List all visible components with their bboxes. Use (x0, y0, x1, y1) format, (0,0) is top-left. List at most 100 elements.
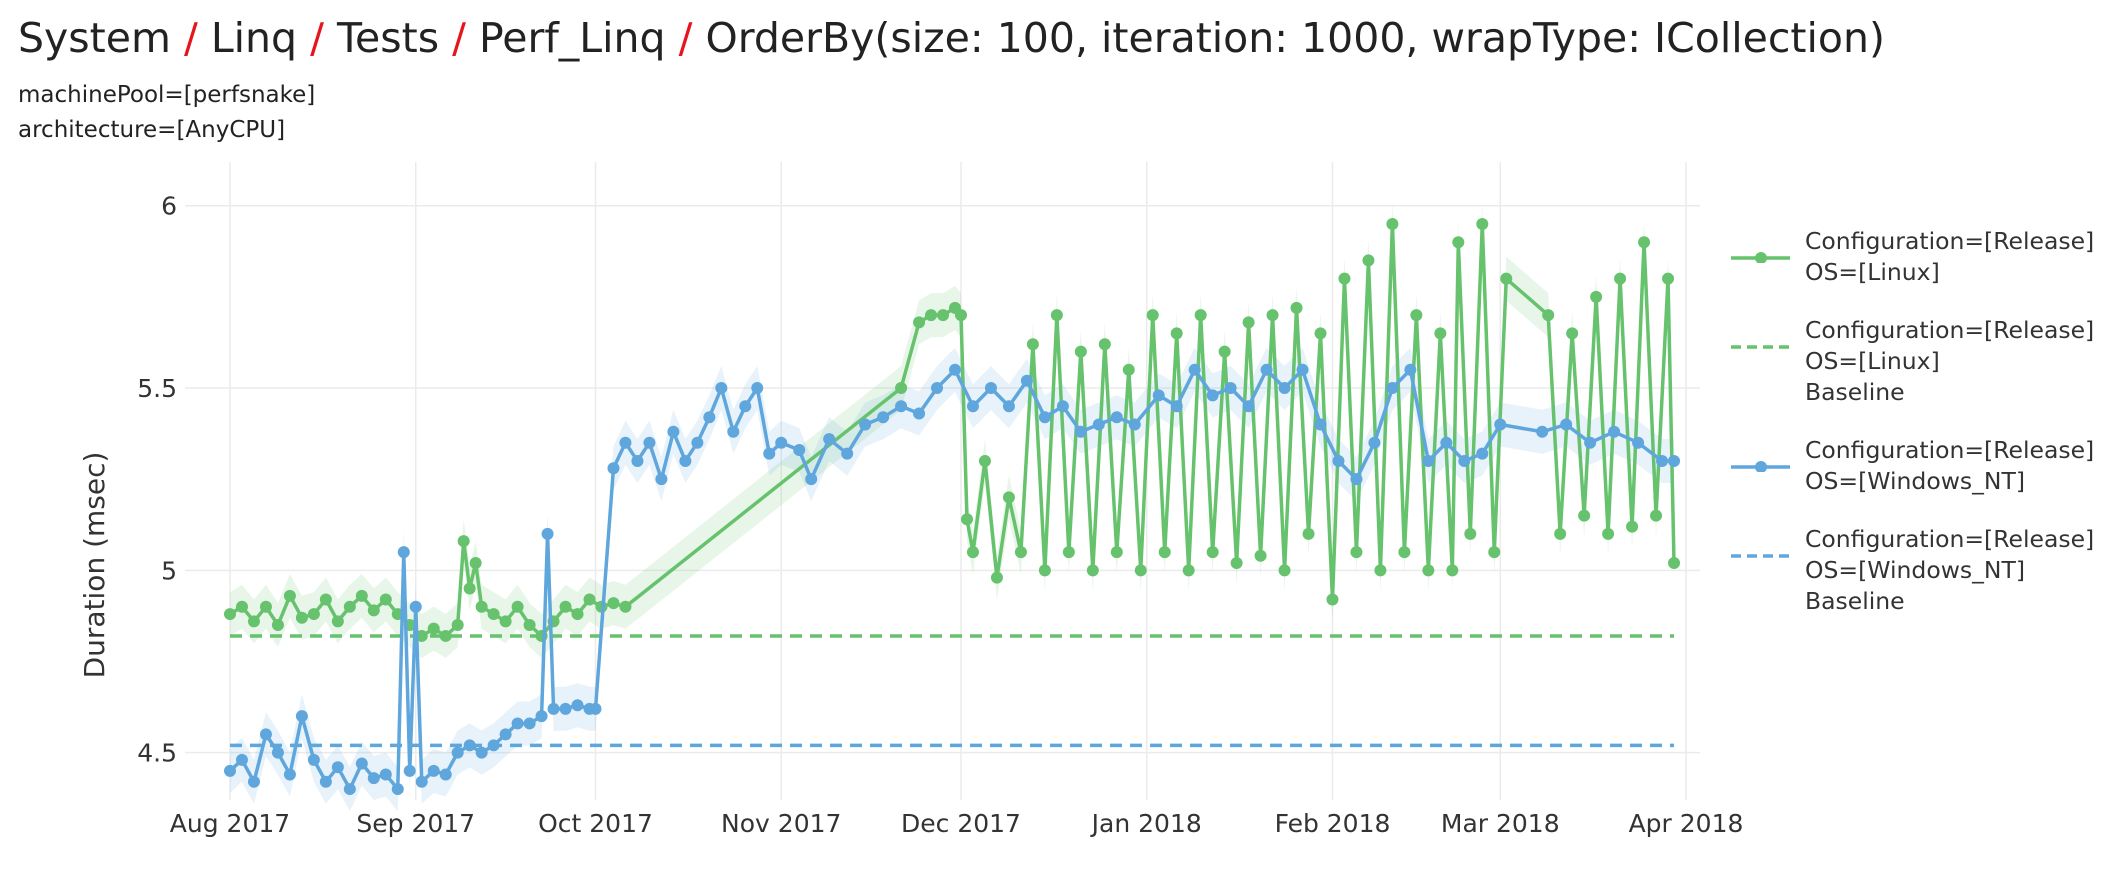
data-point[interactable] (547, 702, 560, 715)
data-point[interactable] (1134, 564, 1147, 577)
data-point[interactable] (990, 571, 1003, 584)
data-point[interactable] (1476, 447, 1489, 460)
breadcrumb-tests[interactable]: Tests (336, 14, 440, 62)
data-point[interactable] (1110, 411, 1123, 424)
data-point[interactable] (913, 316, 926, 329)
data-point[interactable] (1554, 527, 1567, 540)
data-point[interactable] (307, 608, 320, 621)
data-point[interactable] (1350, 546, 1363, 559)
data-point[interactable] (631, 454, 644, 467)
data-point[interactable] (523, 717, 536, 730)
data-point[interactable] (954, 309, 967, 322)
data-point[interactable] (1422, 454, 1435, 467)
data-point[interactable] (1476, 217, 1489, 230)
data-point[interactable] (1386, 217, 1399, 230)
data-point[interactable] (1626, 520, 1639, 533)
data-point[interactable] (1314, 327, 1327, 340)
data-point[interactable] (331, 761, 344, 774)
data-point[interactable] (224, 764, 236, 777)
data-point[interactable] (1350, 473, 1363, 486)
data-point[interactable] (463, 582, 476, 595)
data-point[interactable] (511, 600, 524, 613)
data-point[interactable] (1290, 301, 1303, 314)
data-point[interactable] (775, 436, 788, 449)
data-point[interactable] (937, 309, 950, 322)
data-point[interactable] (355, 589, 368, 602)
breadcrumb-linq[interactable]: Linq (210, 14, 298, 62)
data-point[interactable] (235, 600, 248, 613)
data-point[interactable] (619, 600, 632, 613)
data-point[interactable] (679, 454, 692, 467)
data-point[interactable] (1566, 327, 1579, 340)
data-point[interactable] (1602, 527, 1615, 540)
data-point[interactable] (1368, 436, 1381, 449)
data-point[interactable] (1404, 363, 1417, 376)
data-point[interactable] (1074, 425, 1087, 438)
data-point[interactable] (984, 382, 997, 395)
data-point[interactable] (1098, 338, 1111, 351)
data-point[interactable] (451, 746, 464, 759)
data-point[interactable] (1242, 316, 1255, 329)
data-point[interactable] (643, 436, 656, 449)
data-point[interactable] (1386, 382, 1399, 395)
data-point[interactable] (1170, 327, 1183, 340)
data-point[interactable] (619, 436, 632, 449)
data-point[interactable] (667, 425, 680, 438)
data-point[interactable] (607, 597, 620, 610)
data-point[interactable] (1434, 327, 1447, 340)
data-point[interactable] (1050, 309, 1063, 322)
data-point[interactable] (535, 710, 548, 723)
data-point[interactable] (1410, 309, 1423, 322)
data-point[interactable] (966, 546, 979, 559)
data-point[interactable] (409, 600, 422, 613)
data-point[interactable] (1632, 436, 1645, 449)
data-point[interactable] (224, 608, 236, 621)
breadcrumb-perf-linq[interactable]: Perf_Linq (479, 14, 666, 62)
data-point[interactable] (1578, 509, 1591, 522)
data-point[interactable] (1194, 309, 1207, 322)
breadcrumb-system[interactable]: System (18, 14, 171, 62)
data-point[interactable] (271, 619, 284, 632)
data-point[interactable] (475, 746, 488, 759)
data-point[interactable] (607, 462, 620, 475)
data-point[interactable] (1332, 454, 1345, 467)
data-point[interactable] (1086, 564, 1099, 577)
data-point[interactable] (1638, 236, 1651, 249)
data-point[interactable] (319, 775, 332, 788)
data-point[interactable] (1146, 309, 1159, 322)
data-point[interactable] (1650, 509, 1663, 522)
data-point[interactable] (1002, 400, 1015, 413)
data-point[interactable] (1074, 345, 1087, 358)
data-point[interactable] (307, 753, 320, 766)
data-point[interactable] (1152, 389, 1165, 402)
data-point[interactable] (1668, 454, 1681, 467)
data-point[interactable] (1254, 549, 1267, 562)
data-point[interactable] (1542, 309, 1555, 322)
data-point[interactable] (559, 702, 572, 715)
data-point[interactable] (427, 764, 440, 777)
data-point[interactable] (1014, 546, 1027, 559)
data-point[interactable] (1026, 338, 1039, 351)
data-point[interactable] (391, 783, 404, 796)
data-point[interactable] (1278, 564, 1291, 577)
data-point[interactable] (1326, 593, 1339, 606)
data-point[interactable] (925, 309, 938, 322)
data-point[interactable] (247, 775, 260, 788)
data-point[interactable] (1656, 454, 1669, 467)
data-point[interactable] (931, 382, 944, 395)
data-point[interactable] (1020, 374, 1033, 387)
data-point[interactable] (397, 546, 410, 559)
data-point[interactable] (763, 447, 776, 460)
data-point[interactable] (739, 400, 752, 413)
data-point[interactable] (1302, 527, 1315, 540)
data-point[interactable] (439, 768, 452, 781)
data-point[interactable] (1500, 272, 1513, 285)
data-point[interactable] (1446, 564, 1459, 577)
data-point[interactable] (1038, 564, 1051, 577)
data-point[interactable] (271, 746, 284, 759)
data-point[interactable] (877, 411, 890, 424)
data-point[interactable] (1560, 418, 1573, 431)
data-point[interactable] (715, 382, 728, 395)
data-point[interactable] (966, 400, 979, 413)
data-point[interactable] (841, 447, 854, 460)
